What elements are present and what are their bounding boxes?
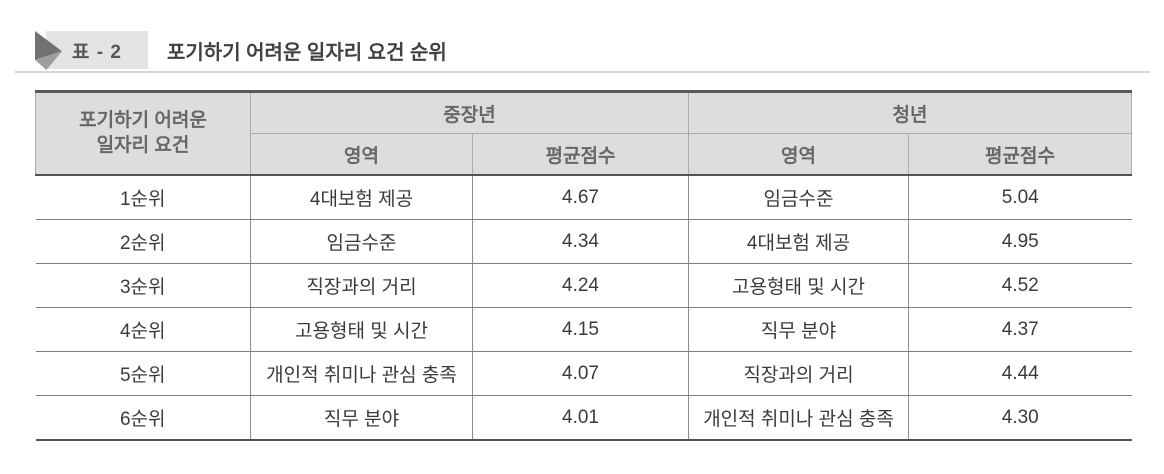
middleaged-area-cell: 직장과의 거리 — [250, 263, 473, 308]
middleaged-area-cell: 개인적 취미나 관심 충족 — [250, 351, 473, 396]
header-youth-score: 평균점수 — [908, 133, 1133, 176]
table-row: 5순위 개인적 취미나 관심 충족 4.07 직장과의 거리 4.44 — [35, 351, 1132, 396]
youth-area-cell: 고용형태 및 시간 — [688, 263, 910, 308]
table-caption: 표 - 2 포기하기 어려운 일자리 요건 순위 — [35, 31, 447, 70]
youth-score-cell: 4.44 — [908, 351, 1132, 396]
ranking-table: 포기하기 어려운 일자리 요건 중장년 청년 영역 평균점수 영역 평균점수 1… — [35, 90, 1133, 441]
middleaged-area-cell: 4대보험 제공 — [250, 174, 473, 220]
middleaged-score-cell: 4.24 — [471, 263, 690, 308]
youth-area-cell: 임금수준 — [688, 174, 910, 220]
header-group-youth: 청년 — [688, 91, 1133, 134]
youth-area-cell: 개인적 취미나 관심 충족 — [688, 395, 910, 440]
middleaged-score-cell: 4.34 — [471, 219, 690, 264]
youth-area-cell: 직장과의 거리 — [688, 351, 910, 396]
youth-score-cell: 4.30 — [908, 395, 1132, 440]
header-middleaged-score: 평균점수 — [471, 133, 690, 176]
rank-cell: 6순위 — [35, 395, 251, 440]
middleaged-area-cell: 직무 분야 — [250, 395, 473, 440]
rank-cell: 2순위 — [35, 219, 251, 264]
table-row: 4순위 고용형태 및 시간 4.15 직무 분야 4.37 — [35, 307, 1132, 352]
middleaged-score-cell: 4.15 — [471, 307, 690, 352]
rank-cell: 3순위 — [35, 263, 251, 308]
rank-cell: 1순위 — [35, 174, 251, 220]
middleaged-score-cell: 4.07 — [471, 351, 690, 396]
table-number-badge: 표 - 2 — [46, 31, 148, 69]
youth-score-cell: 4.52 — [908, 263, 1132, 308]
header-sub-row: 영역 평균점수 영역 평균점수 — [36, 133, 1133, 176]
table-row: 6순위 직무 분야 4.01 개인적 취미나 관심 충족 4.30 — [35, 395, 1132, 440]
header-group-row: 포기하기 어려운 일자리 요건 중장년 청년 — [35, 91, 1133, 176]
rank-cell: 5순위 — [35, 351, 251, 396]
youth-score-cell: 4.37 — [908, 307, 1132, 352]
youth-score-cell: 5.04 — [908, 174, 1132, 220]
header-requirement: 포기하기 어려운 일자리 요건 — [35, 91, 251, 176]
middleaged-area-cell: 임금수준 — [250, 219, 473, 264]
header-requirement-line2: 일자리 요건 — [96, 134, 190, 156]
header-group-middleaged: 중장년 — [249, 91, 690, 134]
table-header: 포기하기 어려운 일자리 요건 중장년 청년 영역 평균점수 영역 평균점수 — [35, 91, 1133, 176]
youth-score-cell: 4.95 — [908, 219, 1132, 264]
youth-area-cell: 4대보험 제공 — [688, 219, 910, 264]
table-body: 1순위 4대보험 제공 4.67 임금수준 5.04 2순위 임금수준 4.34… — [35, 174, 1132, 440]
middleaged-score-cell: 4.67 — [471, 174, 690, 220]
youth-area-cell: 직무 분야 — [688, 307, 910, 352]
header-middleaged-area: 영역 — [250, 133, 473, 176]
table-row: 2순위 임금수준 4.34 4대보험 제공 4.95 — [35, 219, 1132, 264]
rank-cell: 4순위 — [35, 307, 251, 352]
caption-divider — [15, 71, 1150, 73]
header-requirement-line1: 포기하기 어려운 — [79, 109, 207, 131]
table-fold-icon — [35, 31, 62, 70]
table-title: 포기하기 어려운 일자리 요건 순위 — [167, 41, 447, 64]
header-youth-area: 영역 — [688, 133, 910, 176]
middleaged-area-cell: 고용형태 및 시간 — [250, 307, 473, 352]
middleaged-score-cell: 4.01 — [471, 395, 690, 440]
table-row: 1순위 4대보험 제공 4.67 임금수준 5.04 — [35, 174, 1132, 220]
table-row: 3순위 직장과의 거리 4.24 고용형태 및 시간 4.52 — [35, 263, 1132, 308]
